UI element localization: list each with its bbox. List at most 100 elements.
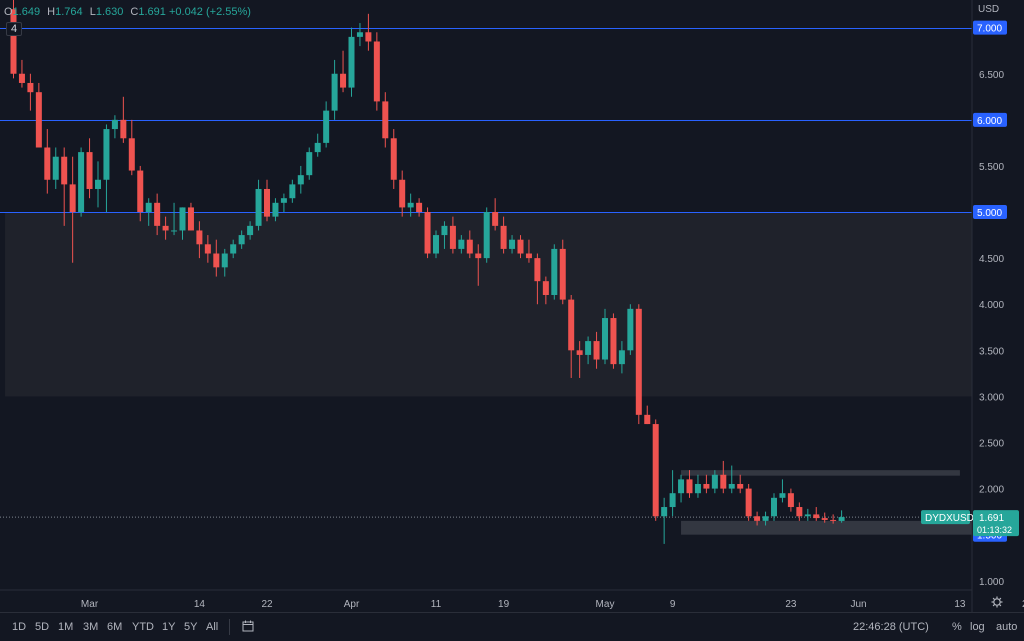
countdown-label: 01:13:32 <box>977 525 1012 535</box>
time-tick-label: 14 <box>194 599 206 610</box>
candle-body <box>86 152 93 189</box>
candle-body <box>466 239 473 254</box>
candle-body <box>652 424 659 517</box>
indicator-count-badge[interactable]: 4 <box>6 22 23 36</box>
last-price-badge <box>973 510 1019 537</box>
utc-clock[interactable]: 22:46:28 (UTC) <box>853 621 929 633</box>
range-6m-button[interactable]: 6M <box>107 621 123 633</box>
candle-body <box>821 518 828 520</box>
candle-body <box>475 253 482 259</box>
candle-body <box>280 198 287 203</box>
candle-body <box>407 202 414 208</box>
candle-body <box>593 341 600 360</box>
range-1m-button[interactable]: 1M <box>58 621 74 633</box>
candle-body <box>661 507 668 517</box>
candle-body <box>703 483 710 489</box>
time-axis[interactable]: Mar 14 22 Apr 11 19 May 9 23 Jun 13 21 <box>81 599 1024 610</box>
currency-selector[interactable]: USD <box>978 4 1000 15</box>
percent-scale-toggle[interactable]: % <box>952 621 962 633</box>
candle-body <box>162 225 169 231</box>
candle-body <box>399 179 406 208</box>
candle-body <box>145 202 152 213</box>
candle-body <box>179 207 186 231</box>
range-ytd-button[interactable]: YTD <box>132 621 154 633</box>
candle-body <box>610 318 617 365</box>
toolbar-separator <box>229 619 230 635</box>
calendar-range-icon[interactable] <box>242 620 254 632</box>
price-tick-label: 2.000 <box>979 485 1004 496</box>
auto-scale-toggle[interactable]: auto <box>996 621 1018 633</box>
candle-body <box>635 308 642 415</box>
candle-body <box>69 184 76 213</box>
range-5d-button[interactable]: 5D <box>35 621 50 633</box>
candle-body <box>754 516 761 521</box>
price-tick-label: 1.500 <box>977 531 1002 542</box>
price-level-badge <box>973 112 1007 127</box>
candle-body <box>382 101 389 139</box>
low-label: L <box>89 6 96 18</box>
range-all-button[interactable]: All <box>206 621 219 633</box>
price-level-badge <box>973 20 1007 35</box>
candle-body <box>787 493 794 508</box>
candle-body <box>762 516 769 521</box>
price-level-badge <box>973 205 1007 220</box>
candle-body <box>196 230 203 245</box>
horizontal-levels <box>0 28 972 213</box>
price-tick-label: 1.000 <box>979 577 1004 588</box>
candle-body <box>602 318 608 360</box>
price-axis[interactable]: 7.000 6.500 6.000 5.500 5.000 4.500 4.000 3.500… <box>973 20 1007 588</box>
time-tick-label: 19 <box>498 599 510 610</box>
candle-body <box>204 244 211 254</box>
candle-body <box>264 188 270 217</box>
price-tick-label: 3.500 <box>979 346 1004 357</box>
close-value: 1.691 <box>138 6 166 18</box>
high-label: H <box>47 6 56 18</box>
candle-body <box>686 479 693 494</box>
candle-body <box>559 248 566 300</box>
candle-body <box>306 152 313 176</box>
candle-body <box>678 479 685 494</box>
candle-body <box>449 225 456 249</box>
candle-body <box>331 73 338 111</box>
candle-body <box>711 474 718 489</box>
close-label: C <box>130 6 139 18</box>
candle-body <box>111 119 118 130</box>
price-tick-label: 6.500 <box>979 70 1004 81</box>
price-tick-label: 5.500 <box>979 162 1004 173</box>
price-tick-label: 2.500 <box>979 439 1004 450</box>
candle-body <box>35 92 42 148</box>
log-scale-toggle[interactable]: log <box>970 621 985 633</box>
price-tick-label: 4.000 <box>979 300 1004 311</box>
candle-body <box>618 350 625 365</box>
time-tick-label: May <box>596 599 615 610</box>
candle-body <box>525 253 532 259</box>
range-5y-button[interactable]: 5Y <box>184 621 198 633</box>
range-3m-button[interactable]: 3M <box>83 621 99 633</box>
settings-gear-icon[interactable] <box>991 596 1003 608</box>
candle-body <box>838 517 845 521</box>
candle-body <box>187 207 194 231</box>
range-1y-button[interactable]: 1Y <box>162 621 176 633</box>
candle-body <box>61 156 68 185</box>
candle-body <box>238 235 245 245</box>
time-tick-label: Mar <box>81 599 99 610</box>
price-tick-label: 3.000 <box>979 392 1004 403</box>
range-1d-button[interactable]: 1D <box>12 621 27 633</box>
time-tick-label: 23 <box>785 599 797 610</box>
candle-body <box>297 175 304 185</box>
candle-body <box>154 202 161 226</box>
candle-body <box>500 225 507 249</box>
candle-body <box>745 488 752 517</box>
candle-body <box>128 138 135 171</box>
candle-body <box>247 225 254 236</box>
candle-body <box>365 32 372 42</box>
change-value: +0.042 (+2.55%) <box>168 6 251 18</box>
time-tick-label: Jun <box>850 599 866 610</box>
price-tick-label: 4.500 <box>979 254 1004 265</box>
candle-body <box>44 147 51 180</box>
candle-body <box>483 212 490 259</box>
candle-body <box>52 156 59 180</box>
ohlc-legend: O1.649 H1.764 L1.630 C1.691 +0.042 (+2.5… <box>4 6 251 18</box>
